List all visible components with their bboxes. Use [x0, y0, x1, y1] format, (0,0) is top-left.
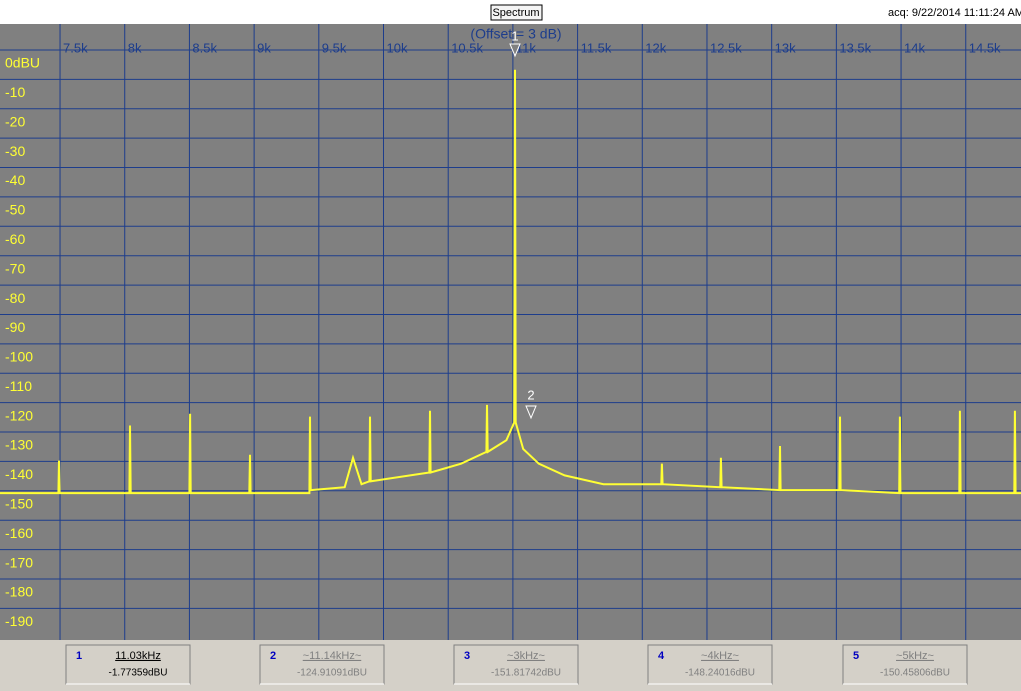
marker-readout[interactable] — [647, 644, 773, 685]
spectrum-button[interactable] — [490, 4, 543, 21]
marker-level: -150.45806dBU — [880, 668, 950, 679]
acquired-time: acq: 9/22/2014 11:11:24 AM — [888, 7, 1021, 19]
spectrum-button-label[interactable]: Spectrum — [492, 7, 539, 19]
y-tick-label: -50 — [5, 202, 25, 218]
x-tick-label: 9k — [257, 40, 271, 55]
x-tick-label: 14.5k — [969, 40, 1001, 55]
marker-number: 5 — [853, 650, 859, 662]
marker-level: -148.24016dBU — [685, 668, 755, 679]
x-tick-label: 12.5k — [710, 40, 742, 55]
y-tick-label: -140 — [5, 466, 33, 482]
marker-readout[interactable] — [453, 644, 579, 685]
marker-frequency: ~3kHz~ — [507, 650, 545, 662]
y-tick-label: -70 — [5, 260, 25, 276]
marker-level: -1.77359dBU — [109, 668, 168, 679]
x-tick-label: 7.5k — [63, 40, 88, 55]
y-tick-label: -170 — [5, 554, 33, 570]
x-tick-label: 11.5k — [581, 40, 612, 55]
spectrum-trace — [0, 69, 1021, 495]
x-tick-label: 13k — [775, 40, 796, 55]
y-tick-label: 0dBU — [5, 55, 40, 71]
marker-readout[interactable] — [65, 644, 191, 685]
y-tick-label: -20 — [5, 113, 25, 129]
y-tick-label: -90 — [5, 319, 25, 335]
x-tick-label: 10k — [387, 40, 408, 55]
marker-frequency: ~5kHz~ — [896, 650, 934, 662]
marker-level: -124.91091dBU — [297, 668, 367, 679]
x-tick-label: 8.5k — [192, 40, 217, 55]
grid — [0, 24, 1021, 640]
marker-readout[interactable] — [259, 644, 385, 685]
marker-flag-label: 1 — [511, 28, 518, 43]
marker-number: 2 — [270, 650, 276, 662]
y-tick-label: -80 — [5, 290, 25, 306]
x-tick-label: 10.5k — [451, 40, 483, 55]
marker-number: 4 — [658, 650, 665, 662]
marker-number: 1 — [76, 650, 82, 662]
x-tick-label: 11k — [516, 40, 536, 55]
y-tick-label: -110 — [5, 378, 32, 394]
plot-area — [0, 24, 1021, 640]
x-tick-label: 9.5k — [322, 40, 347, 55]
offset-annotation: (Offset = 3 dB) — [470, 26, 561, 42]
y-tick-label: -130 — [5, 437, 33, 453]
y-tick-label: -120 — [5, 407, 33, 423]
y-tick-label: -30 — [5, 143, 25, 159]
marker-flag — [525, 405, 537, 420]
marker-frequency: 11.03kHz — [115, 650, 161, 662]
x-tick-label: 12k — [645, 40, 666, 55]
marker-number: 3 — [464, 650, 470, 662]
y-tick-label: -160 — [5, 525, 33, 541]
y-tick-label: -100 — [5, 349, 33, 365]
y-tick-label: -150 — [5, 496, 33, 512]
x-tick-label: 14k — [904, 40, 925, 55]
y-tick-label: -190 — [5, 613, 33, 629]
marker-readout[interactable] — [842, 644, 968, 685]
marker-frequency: ~4kHz~ — [701, 650, 739, 662]
y-tick-label: -60 — [5, 231, 25, 247]
marker-flag — [509, 43, 521, 58]
x-tick-label: 8k — [128, 40, 142, 55]
y-tick-label: -180 — [5, 584, 33, 600]
marker-flag-label: 2 — [527, 387, 534, 402]
marker-frequency: ~11.14kHz~ — [303, 650, 362, 662]
marker-level: -151.81742dBU — [491, 668, 561, 679]
x-tick-label: 13.5k — [839, 40, 871, 55]
y-tick-label: -10 — [5, 84, 25, 100]
y-tick-label: -40 — [5, 172, 25, 188]
